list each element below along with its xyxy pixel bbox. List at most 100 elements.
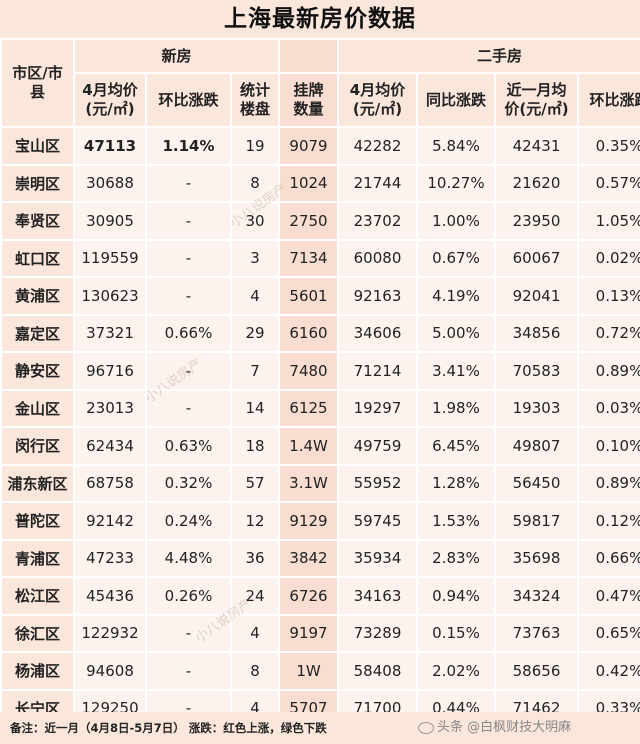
table-row: 虹口区 119559-3 7134 60080 0.67% 60067 0.02% xyxy=(0,238,640,278)
cell-new-mom: - xyxy=(145,163,232,203)
cell-sh-month-price: 19303 xyxy=(494,388,579,428)
cell-sh-yoy: 10.27% xyxy=(416,163,496,203)
table-row: 浦东新区 68758 0.32% 57 3.1W 55952 1.28% 56450 0.89% xyxy=(0,463,640,503)
cell-sh-month-price: 35698 xyxy=(494,538,579,578)
table-row: 金山区 23013-14 6125 19297 1.98% 19303 0.03% xyxy=(0,388,640,428)
cell-sh-price: 21744 xyxy=(337,163,418,203)
price-table: 市区/市县 新房 二手房 4月均价(元/㎡) 环比涨跌 统计楼盘 挂牌数量 4月… xyxy=(0,38,640,728)
page-title: 上海最新房价数据 xyxy=(224,6,416,32)
cell-sh-month-price: 59817 xyxy=(494,501,579,541)
cell-listing: 6125 xyxy=(278,388,339,428)
cell-sh-month-price: 49807 xyxy=(494,426,579,466)
cell-sh-yoy: 5.84% xyxy=(416,126,496,166)
cell-new-price: 130623 xyxy=(73,276,147,316)
cell-sh-mom: 0.65% xyxy=(576,613,640,653)
cell-sh-month-price: 34324 xyxy=(494,576,579,616)
cell-sh-yoy: 2.02% xyxy=(416,651,496,691)
cell-sh-yoy: 4.19% xyxy=(416,276,496,316)
header-sh-mom: 环比涨跌 xyxy=(576,72,640,128)
cell-sh-month-price: 42431 xyxy=(494,126,579,166)
cell-district: 虹口区 xyxy=(0,238,75,278)
cell-sh-yoy: 5.00% xyxy=(416,313,496,353)
cell-sh-month-price: 92041 xyxy=(494,276,579,316)
cell-listing: 2750 xyxy=(278,201,339,241)
cell-sh-month-price: 34856 xyxy=(494,313,579,353)
cell-new-mom: - xyxy=(145,651,232,691)
cell-sh-yoy: 2.83% xyxy=(416,538,496,578)
header-new-mom: 环比涨跌 xyxy=(145,72,232,128)
cell-sh-mom: 0.42% xyxy=(576,651,640,691)
cell-sh-month-price: 23950 xyxy=(494,201,579,241)
cell-district: 闵行区 xyxy=(0,426,75,466)
cell-sh-month-price: 56450 xyxy=(494,463,579,503)
table-row: 嘉定区 37321 0.66% 29 6160 34606 5.00% 34856 0.72% xyxy=(0,313,640,353)
cell-sh-mom: 0.72% xyxy=(576,313,640,353)
cell-sh-price: 60080 xyxy=(337,238,418,278)
header-new-group: 新房 xyxy=(73,38,280,74)
cell-district: 松江区 xyxy=(0,576,75,616)
cell-district: 嘉定区 xyxy=(0,313,75,353)
brand-icon xyxy=(418,721,434,734)
cell-count: 8 xyxy=(230,651,280,691)
cell-count: 29 xyxy=(230,313,280,353)
cell-new-mom: - xyxy=(145,351,232,391)
cell-sh-yoy: 1.98% xyxy=(416,388,496,428)
cell-sh-yoy: 0.15% xyxy=(416,613,496,653)
credit: 头条 @白枫财技大明麻 xyxy=(418,712,571,744)
cell-count: 24 xyxy=(230,576,280,616)
cell-new-mom: 0.26% xyxy=(145,576,232,616)
cell-district: 浦东新区 xyxy=(0,463,75,503)
cell-sh-month-price: 73763 xyxy=(494,613,579,653)
cell-district: 青浦区 xyxy=(0,538,75,578)
cell-sh-mom: 0.57% xyxy=(576,163,640,203)
cell-new-price: 47113 xyxy=(73,126,147,166)
cell-sh-month-price: 21620 xyxy=(494,163,579,203)
header-sh-price: 4月均价(元/㎡) xyxy=(337,72,418,128)
cell-new-price: 122932 xyxy=(73,613,147,653)
cell-sh-mom: 0.13% xyxy=(576,276,640,316)
cell-listing: 9197 xyxy=(278,613,339,653)
cell-sh-mom: 0.12% xyxy=(576,501,640,541)
cell-district: 崇明区 xyxy=(0,163,75,203)
table-row: 松江区 45436 0.26% 24 6726 34163 0.94% 34324 0.47% xyxy=(0,576,640,616)
cell-sh-mom: 0.35% xyxy=(576,126,640,166)
cell-sh-month-price: 60067 xyxy=(494,238,579,278)
cell-count: 19 xyxy=(230,126,280,166)
table-row: 宝山区 47113 1.14% 19 9079 42282 5.84% 42431 0.35% xyxy=(0,126,640,166)
table-row: 普陀区 92142 0.24% 12 9129 59745 1.53% 59817 0.12% xyxy=(0,501,640,541)
cell-new-price: 47233 xyxy=(73,538,147,578)
cell-listing: 7480 xyxy=(278,351,339,391)
cell-sh-price: 71214 xyxy=(337,351,418,391)
cell-district: 黄浦区 xyxy=(0,276,75,316)
header-blank xyxy=(278,38,339,74)
cell-district: 金山区 xyxy=(0,388,75,428)
cell-new-mom: 0.24% xyxy=(145,501,232,541)
cell-new-price: 96716 xyxy=(73,351,147,391)
cell-new-price: 37321 xyxy=(73,313,147,353)
cell-sh-mom: 0.02% xyxy=(576,238,640,278)
cell-listing: 5601 xyxy=(278,276,339,316)
cell-count: 18 xyxy=(230,426,280,466)
table-row: 崇明区 30688-8 1024 21744 10.27% 21620 0.57% xyxy=(0,163,640,203)
table-row: 奉贤区 30905-30 2750 23702 1.00% 23950 1.05% xyxy=(0,201,640,241)
cell-sh-yoy: 3.41% xyxy=(416,351,496,391)
cell-sh-mom: 0.10% xyxy=(576,426,640,466)
cell-listing: 3.1W xyxy=(278,463,339,503)
cell-sh-price: 34163 xyxy=(337,576,418,616)
cell-sh-price: 58408 xyxy=(337,651,418,691)
header-new-count: 统计楼盘 xyxy=(230,72,280,128)
cell-listing: 6726 xyxy=(278,576,339,616)
header-listing: 挂牌数量 xyxy=(278,72,339,128)
cell-listing: 7134 xyxy=(278,238,339,278)
cell-sh-yoy: 1.28% xyxy=(416,463,496,503)
cell-sh-yoy: 1.00% xyxy=(416,201,496,241)
cell-sh-mom: 0.47% xyxy=(576,576,640,616)
cell-new-mom: - xyxy=(145,388,232,428)
cell-sh-price: 92163 xyxy=(337,276,418,316)
footer-note: 备注：近一月（4月8日-5月7日） 涨跌：红色上涨，绿色下跌 xyxy=(0,712,640,744)
header-new-price: 4月均价(元/㎡) xyxy=(73,72,147,128)
cell-new-mom: 0.32% xyxy=(145,463,232,503)
cell-sh-price: 55952 xyxy=(337,463,418,503)
cell-sh-yoy: 1.53% xyxy=(416,501,496,541)
cell-sh-price: 59745 xyxy=(337,501,418,541)
